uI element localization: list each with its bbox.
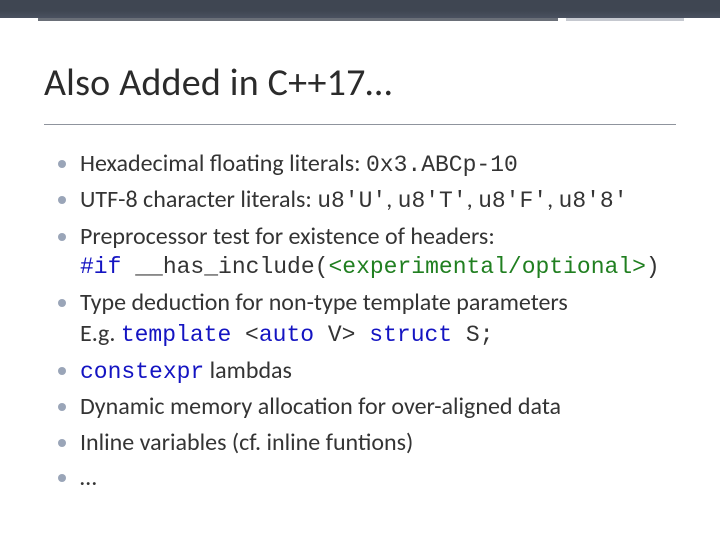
bullet-text: UTF-8 character literals: u8'U', u8'T', …: [80, 184, 676, 216]
text-run: Preprocessor test for existence of heade…: [80, 222, 495, 251]
code-run: 0x3.ABCp-10: [366, 152, 518, 178]
list-item: Hexadecimal floating literals: 0x3.ABCp-…: [58, 148, 676, 180]
code-keyword: struct: [369, 322, 452, 348]
list-item: Inline variables (cf. inline funtions): [58, 427, 676, 459]
list-item: Type deduction for non-type template par…: [58, 287, 676, 351]
bullet-text: Type deduction for non-type template par…: [80, 287, 676, 351]
bullet-list: Hexadecimal floating literals: 0x3.ABCp-…: [58, 148, 676, 498]
sub-line: E.g. template <auto V> struct S;: [80, 318, 676, 350]
slide-top-accent: [0, 0, 720, 18]
bullet-text: Inline variables (cf. inline funtions): [80, 427, 676, 459]
slide-title: Also Added in C++17…: [44, 60, 676, 106]
code-keyword: template: [121, 322, 231, 348]
bullet-text: Dynamic memory allocation for over-align…: [80, 391, 676, 423]
list-item: …: [58, 462, 676, 494]
text-run: UTF-8 character literals:: [80, 185, 317, 214]
text-run: lambdas: [204, 356, 292, 385]
code-run: V>: [314, 322, 369, 348]
text-run: Type deduction for non-type template par…: [80, 288, 568, 317]
text-run: ,: [547, 185, 558, 214]
code-run: u8'T': [398, 188, 467, 214]
list-item: Preprocessor test for existence of heade…: [58, 221, 676, 283]
code-keyword: constexpr: [80, 359, 204, 385]
code-keyword: auto: [259, 322, 314, 348]
list-item: constexpr lambdas: [58, 355, 676, 387]
bullet-text: …: [80, 462, 676, 494]
title-underline: [44, 124, 676, 125]
code-include: <experimental/optional>: [328, 254, 645, 280]
code-run: u8'F': [478, 188, 547, 214]
bullet-dot-icon: [58, 367, 66, 375]
bullet-dot-icon: [58, 196, 66, 204]
bullet-text: constexpr lambdas: [80, 355, 676, 387]
bullet-text: Hexadecimal floating literals: 0x3.ABCp-…: [80, 148, 676, 180]
bullet-dot-icon: [58, 474, 66, 482]
code-run: u8'8': [559, 188, 628, 214]
text-run: ,: [386, 185, 397, 214]
text-run: ,: [467, 185, 478, 214]
bullet-dot-icon: [58, 299, 66, 307]
bullet-text: Preprocessor test for existence of heade…: [80, 221, 676, 283]
code-line: #if __has_include(<experimental/optional…: [80, 252, 676, 282]
code-run: u8'U': [317, 188, 386, 214]
accent-divider-light: [566, 18, 684, 21]
list-item: Dynamic memory allocation for over-align…: [58, 391, 676, 423]
code-keyword: #if: [80, 254, 121, 280]
bullet-dot-icon: [58, 160, 66, 168]
text-run: E.g.: [80, 319, 121, 348]
code-run: ): [646, 254, 660, 280]
text-run: Hexadecimal floating literals:: [80, 149, 366, 178]
code-run: <: [231, 322, 259, 348]
list-item: UTF-8 character literals: u8'U', u8'T', …: [58, 184, 676, 216]
code-run: __has_include(: [121, 254, 328, 280]
bullet-dot-icon: [58, 233, 66, 241]
bullet-dot-icon: [58, 403, 66, 411]
accent-divider: [38, 18, 684, 26]
bullet-dot-icon: [58, 439, 66, 447]
accent-divider-dark: [38, 18, 558, 21]
code-run: S;: [452, 322, 493, 348]
